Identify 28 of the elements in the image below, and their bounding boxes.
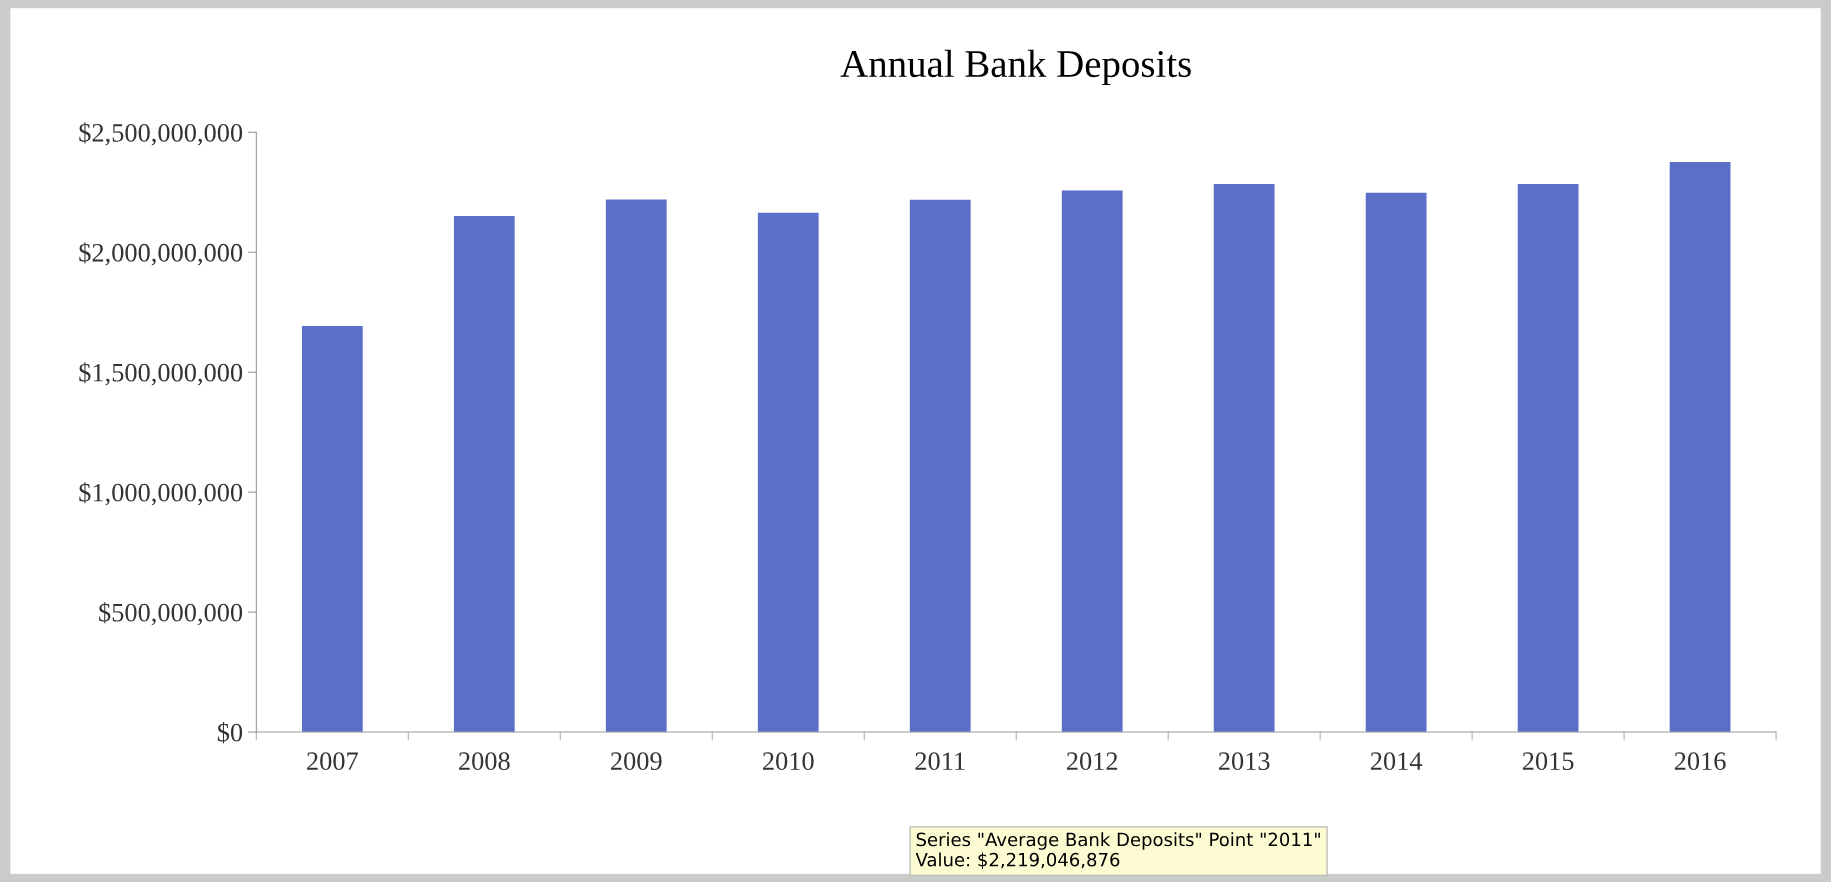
x-tick-label: 2009	[611, 752, 662, 771]
bar	[453, 216, 515, 733]
x-tick-label: 2015	[1522, 752, 1574, 771]
y-tick-label: $1,000,000,000	[79, 482, 243, 506]
bar	[909, 199, 971, 733]
x-tick-label: 2010	[763, 752, 814, 771]
y-tick-label: $1,500,000,000	[79, 362, 243, 386]
bar	[301, 325, 363, 733]
x-tick-label: 2013	[1218, 752, 1270, 771]
x-tick-label: 2011	[915, 752, 965, 771]
bar	[1365, 192, 1427, 733]
x-tick-label: 2012	[1066, 752, 1118, 771]
bar	[1669, 162, 1731, 733]
x-tick-label: 2007	[307, 752, 358, 771]
y-tick-label: $2,000,000,000	[79, 242, 243, 266]
bar	[1213, 184, 1275, 733]
y-tick-label: $500,000,000	[99, 602, 243, 626]
chart-title: Annual Bank Deposits	[840, 49, 1191, 86]
x-tick-label: 2016	[1674, 752, 1726, 771]
bar	[605, 199, 667, 733]
bar	[757, 212, 819, 733]
bar	[1517, 184, 1579, 733]
text: Series "Average Bank Deposits" Point "2011" Value: $2,219,046,876	[915, 832, 1320, 869]
bar	[1061, 190, 1123, 733]
y-tick-label: $0	[217, 722, 243, 744]
x-tick-label: 2014	[1370, 752, 1423, 771]
x-tick-label: 2008	[459, 752, 510, 771]
y-tick-label: $2,500,000,000	[79, 122, 243, 146]
